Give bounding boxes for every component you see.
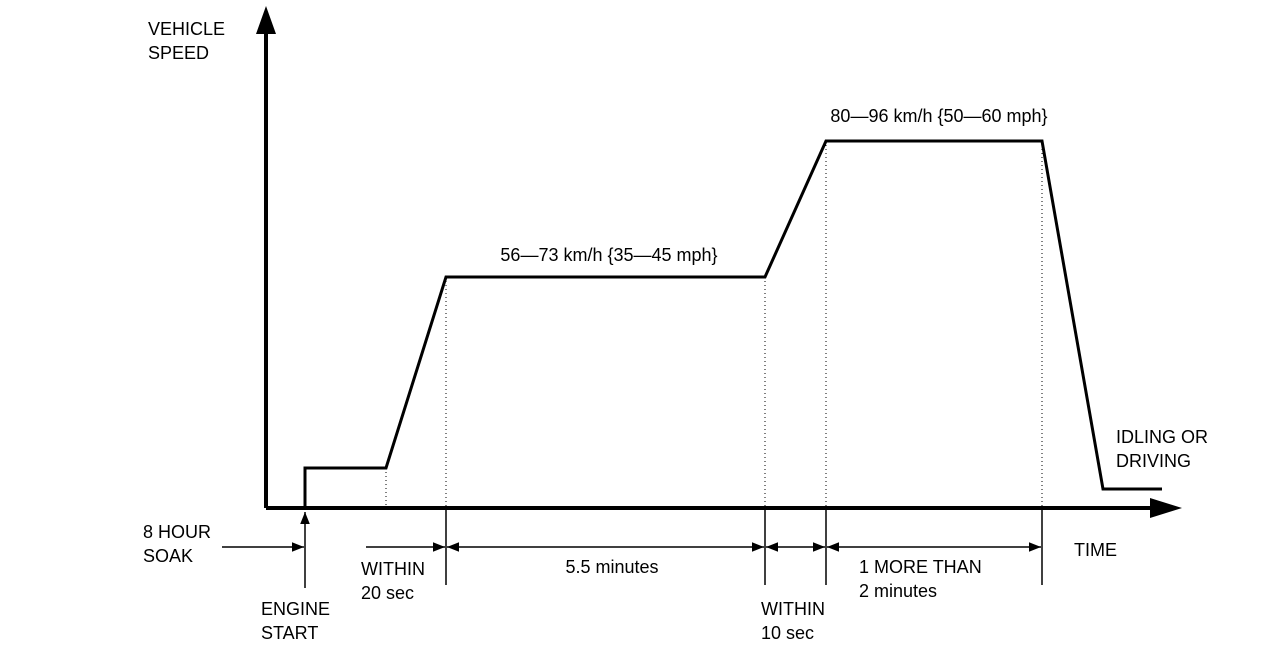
interval-label: 5.5 minutes: [565, 557, 658, 577]
x-axis-label: TIME: [1074, 540, 1117, 560]
y-axis-label: VEHICLE: [148, 19, 225, 39]
interval-label: 10 sec: [761, 623, 814, 643]
interval-label: WITHIN: [361, 559, 425, 579]
end-label: DRIVING: [1116, 451, 1191, 471]
speed-profile: [303, 139, 1162, 508]
x-axis-arrow: [1150, 498, 1182, 518]
ticks: [300, 508, 1043, 588]
soak-label: 8 HOUR: [143, 522, 211, 542]
guides: [385, 141, 1043, 508]
interval-label: 1 MORE THAN: [859, 557, 982, 577]
engine-start-label: ENGINE: [261, 599, 330, 619]
engine-start-label: START: [261, 623, 318, 643]
interval-label: WITHIN: [761, 599, 825, 619]
y-axis-arrow: [256, 6, 276, 34]
end-label: IDLING OR: [1116, 427, 1208, 447]
speed-label: 80—96 km/h {50—60 mph}: [830, 106, 1047, 126]
speed-label: 56—73 km/h {35—45 mph}: [500, 245, 717, 265]
interval-label: 20 sec: [361, 583, 414, 603]
soak-label: SOAK: [143, 546, 193, 566]
interval-label: 2 minutes: [859, 581, 937, 601]
y-axis-label: SPEED: [148, 43, 209, 63]
